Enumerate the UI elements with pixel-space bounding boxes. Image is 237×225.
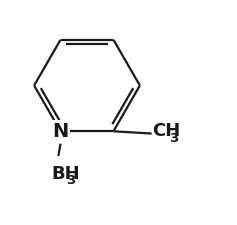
Text: 3: 3 — [169, 132, 178, 145]
Text: BH: BH — [52, 165, 80, 183]
Text: CH: CH — [152, 122, 180, 140]
Text: N: N — [52, 122, 69, 141]
Text: 3: 3 — [66, 174, 75, 187]
